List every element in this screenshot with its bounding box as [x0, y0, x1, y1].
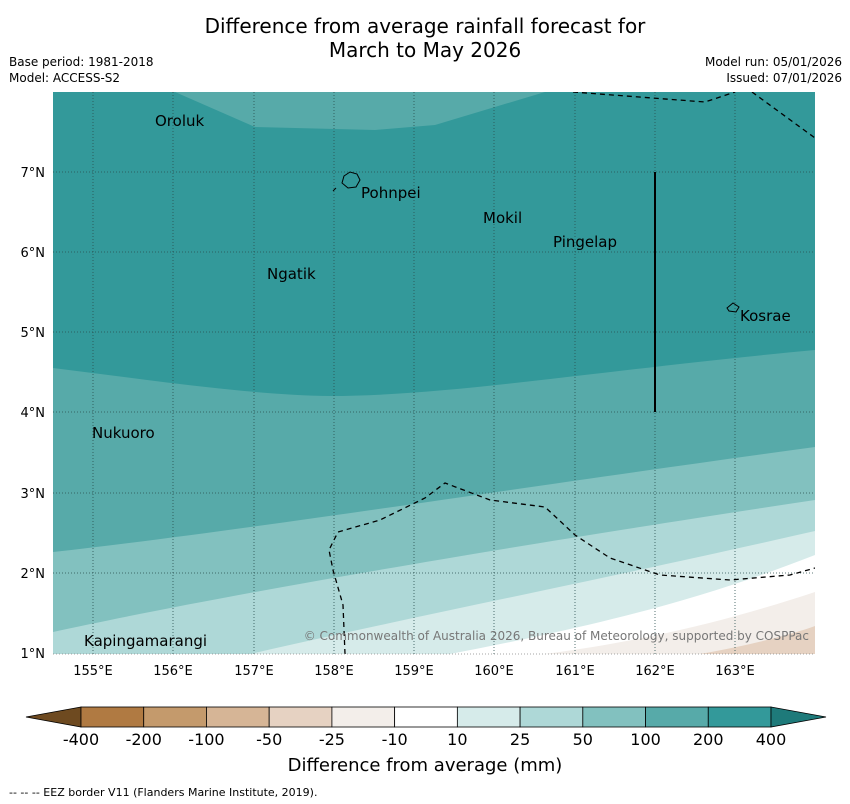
- colorbar-segment: [456, 706, 521, 728]
- colorbar-segment: [519, 706, 584, 728]
- colorbar-tick-label: 400: [756, 730, 787, 749]
- lat-tick-label: 1°N: [21, 647, 46, 662]
- band-minus10: [545, 592, 815, 654]
- place-label-nukuoro: Nukuoro: [92, 424, 155, 442]
- place-label-oroluk: Oroluk: [155, 112, 204, 130]
- colorbar-segment: [394, 706, 458, 728]
- colorbar: -400 -200 -100 -50 -25 -10 10 25 50 100 200 400: [25, 706, 827, 749]
- place-label-pingelap: Pingelap: [553, 233, 617, 251]
- lon-tick-label: 158°E: [314, 664, 354, 679]
- lon-tick-label: 159°E: [394, 664, 434, 679]
- place-label-pohnpei: Pohnpei: [361, 184, 421, 202]
- lat-tick-label: 6°N: [21, 246, 46, 261]
- chart-title-line2: March to May 2026: [328, 38, 522, 62]
- colorbar-segment: [645, 706, 709, 728]
- place-label-kosrae: Kosrae: [740, 307, 791, 325]
- issued-date: Issued: 07/01/2026: [726, 71, 842, 85]
- colorbar-segment: [582, 706, 646, 728]
- contour-bands: [53, 92, 815, 654]
- lon-tick-label: 157°E: [234, 664, 274, 679]
- colorbar-tick-label: -10: [382, 730, 408, 749]
- pohnpei-islet: [332, 187, 337, 192]
- band-minus25: [700, 626, 815, 654]
- colorbar-segment: [143, 706, 207, 728]
- colorbar-tick-label: -50: [256, 730, 282, 749]
- colorbar-tick-label: 25: [510, 730, 530, 749]
- copyright-notice: © Commonwealth of Australia 2026, Bureau…: [304, 629, 809, 643]
- base-period: Base period: 1981-2018: [9, 55, 154, 69]
- colorbar-tick-label: 100: [630, 730, 661, 749]
- pohnpei-island-outline: [341, 171, 361, 189]
- colorbar-tick-label: -25: [319, 730, 345, 749]
- place-label-ngatik: Ngatik: [267, 265, 316, 283]
- colorbar-segment: [80, 706, 145, 728]
- lat-tick-label: 2°N: [21, 567, 46, 582]
- gridlines: [53, 92, 815, 654]
- band-50-100-north: [175, 92, 545, 130]
- colorbar-tick-label: 200: [693, 730, 724, 749]
- colorbar-tick-label: 50: [573, 730, 593, 749]
- colorbar-tick-label: -100: [188, 730, 224, 749]
- chart-title-line1: Difference from average rainfall forecas…: [204, 14, 646, 38]
- lon-tick-label: 161°E: [555, 664, 595, 679]
- lat-tick-label: 3°N: [21, 487, 46, 502]
- colorbar-tick-label: -200: [126, 730, 162, 749]
- colorbar-tick-label: -400: [63, 730, 99, 749]
- lat-tick-label: 7°N: [21, 166, 46, 181]
- model-name: Model: ACCESS-S2: [9, 71, 121, 85]
- colorbar-extend-low: [25, 706, 82, 728]
- colorbar-segment: [331, 706, 396, 728]
- lon-tick-label: 160°E: [474, 664, 514, 679]
- lon-tick-label: 156°E: [153, 664, 193, 679]
- lon-tick-label: 162°E: [635, 664, 675, 679]
- colorbar-segment: [268, 706, 333, 728]
- place-label-kapingamarangi: Kapingamarangi: [84, 632, 207, 650]
- colorbar-segment: [206, 706, 270, 728]
- eez-borders: [328, 92, 815, 654]
- colorbar-segment: [707, 706, 772, 728]
- lon-tick-label: 155°E: [73, 664, 113, 679]
- eez-footnote: -- -- -- EEZ border V11 (Flanders Marine…: [9, 786, 318, 799]
- place-label-mokil: Mokil: [483, 209, 522, 227]
- model-run-date: Model run: 05/01/2026: [704, 55, 842, 69]
- colorbar-tick-label: 10: [447, 730, 467, 749]
- colorbar-extend-high: [770, 706, 827, 728]
- kosrae-island-outline: [726, 302, 740, 313]
- lon-tick-label: 163°E: [715, 664, 755, 679]
- colorbar-title: Difference from average (mm): [287, 755, 563, 776]
- lat-tick-label: 5°N: [21, 326, 46, 341]
- lat-tick-label: 4°N: [21, 406, 46, 421]
